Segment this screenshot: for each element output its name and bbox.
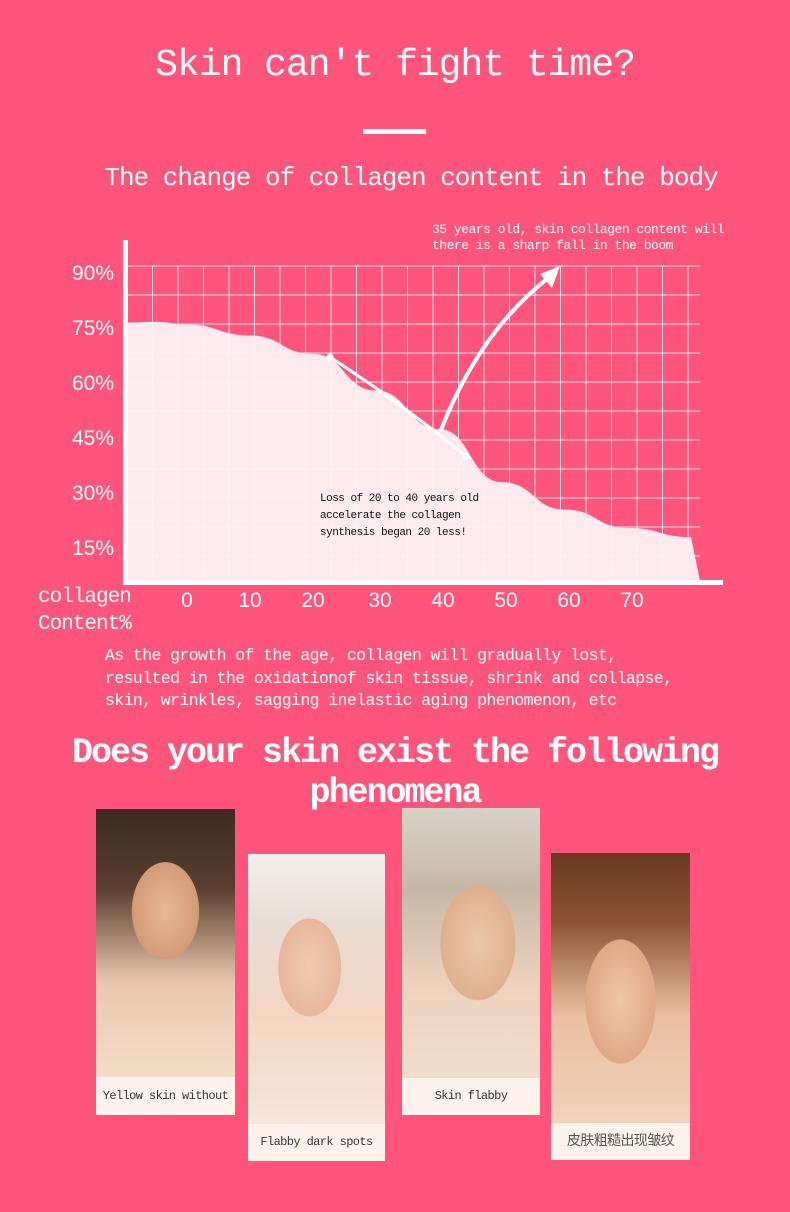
x-tick-label: 0 (181, 589, 193, 612)
phenomenon-card-wrinkles: 皮肤粗糙出现皱纹 (551, 853, 690, 1160)
card-caption: Skin flabby inelastic (434, 1089, 508, 1103)
x-tick-label: 50 (494, 589, 518, 612)
x-tick-label: 20 (301, 589, 325, 612)
y-tick-label: 30% (72, 482, 115, 505)
collagen-chart (123, 240, 723, 585)
annotation-loss: Loss of 20 to 40 years old accelerate th… (320, 493, 479, 539)
collagen-curve-highlight (329, 355, 468, 458)
chart-title: The change of collagen content in the bo… (104, 163, 718, 193)
y-tick-label: 90% (72, 262, 115, 285)
chart-marker (326, 353, 334, 361)
photo-woman-dark-spots (248, 854, 385, 1124)
phenomenon-card-flabby: Skin flabby inelastic (402, 808, 540, 1115)
photo-older-woman (402, 808, 540, 1078)
phenomenon-card-dark-spots: Flabby dark spots (248, 854, 385, 1161)
card-caption: Flabby dark spots (260, 1135, 373, 1149)
x-tick-label: 60 (557, 589, 581, 612)
x-tick-label: 30 (368, 589, 392, 612)
page-title: Skin can't fight time? (155, 44, 636, 87)
x-axis-line (123, 580, 723, 585)
x-tick-label: 10 (238, 589, 262, 612)
y-axis-label: collagen Content% (38, 584, 132, 638)
collagen-area (127, 321, 700, 581)
annotation-sharp-fall: 35 years old, skin collagen content will… (432, 222, 725, 253)
card-caption: Yellow skin without luster (102, 1089, 229, 1103)
x-tick-label: 40 (431, 589, 455, 612)
y-tick-label: 60% (72, 372, 115, 395)
description-text: As the growth of the age, collagen will … (105, 646, 673, 710)
y-tick-label: 45% (72, 427, 115, 450)
title-divider (363, 129, 426, 134)
y-axis-label-line2: Content% (38, 613, 132, 636)
photo-woman-yellow-skin (96, 809, 235, 1077)
phenomena-heading: Does your skin exist the following pheno… (71, 733, 720, 813)
arrowhead-icon (540, 266, 560, 288)
card-caption: 皮肤粗糙出现皱纹 (566, 1133, 675, 1149)
y-axis-line (123, 240, 128, 585)
arrow-icon (439, 273, 554, 431)
chart-markers (326, 353, 470, 460)
y-tick-label: 75% (72, 317, 115, 340)
y-tick-label: 15% (72, 537, 115, 560)
chart-marker (462, 452, 470, 460)
y-axis-label-line1: collagen (38, 586, 132, 609)
phenomenon-card-yellow-skin: Yellow skin without luster (96, 809, 235, 1115)
x-tick-label: 70 (620, 589, 644, 612)
photo-woman-wrinkles (551, 853, 690, 1123)
